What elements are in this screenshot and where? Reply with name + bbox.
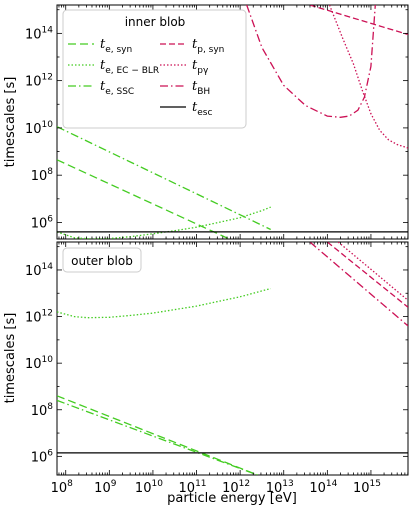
- y-tick-label: 1014: [25, 262, 53, 279]
- y-tick-label: 1012: [25, 73, 53, 90]
- bottom-panel-curves: [57, 242, 408, 475]
- x-tick-label: 1011: [179, 479, 207, 496]
- legend-label: te, syn: [100, 37, 132, 55]
- y-tick-label: 108: [31, 402, 54, 419]
- legend-label: te, EC − BLR: [100, 58, 159, 76]
- x-axis-label: particle energy [eV]: [167, 491, 297, 506]
- series-t-bh: [246, 5, 376, 118]
- y-tick-label: 1010: [25, 355, 53, 372]
- legend-inner-blob: inner blob te, syn te, EC − BLR te, SSC tp,…: [62, 9, 247, 129]
- legend-label: tesc: [192, 100, 212, 118]
- y-tick-label: 108: [31, 167, 54, 184]
- series-t-e-ec-blr: [57, 287, 271, 319]
- x-tick-label: 1013: [266, 479, 294, 496]
- series-t-p-: [337, 242, 408, 301]
- y-axis-label: timescales [s]: [3, 77, 18, 168]
- x-tick-label: 1012: [222, 479, 250, 496]
- y-tick-label: 106: [31, 448, 54, 465]
- top-panel-curves: [57, 5, 408, 239]
- legend-outer-blob: outer blob: [62, 247, 142, 273]
- x-tick-label: 109: [94, 479, 117, 496]
- x-tick-label: 1014: [309, 479, 337, 496]
- series-t-p-syn: [309, 5, 408, 36]
- y-tick-label: 106: [31, 214, 54, 231]
- y-axis-label: timescales [s]: [3, 313, 18, 404]
- series-t-p-syn: [326, 242, 408, 308]
- series-t-e-ssc: [57, 399, 258, 475]
- series-t-bh: [309, 242, 408, 327]
- y-tick-label: 1014: [25, 25, 53, 42]
- legend-title: inner blob: [125, 15, 186, 29]
- legend-label: tpγ: [192, 58, 209, 76]
- y-tick-label: 1010: [25, 120, 53, 137]
- x-tick-label: 1015: [353, 479, 381, 496]
- legend-label: te, SSC: [100, 79, 134, 97]
- series-t-e-ssc: [57, 126, 271, 231]
- legend-box: [62, 247, 142, 273]
- x-tick-label: 108: [51, 479, 74, 496]
- x-tick-label: 1010: [135, 479, 163, 496]
- legend-label: tBH: [192, 79, 210, 97]
- series-t-e-ec-blr: [57, 206, 271, 239]
- series-t-p-: [328, 5, 408, 149]
- legend-title: outer blob: [71, 254, 133, 268]
- series-t-e-syn: [57, 159, 230, 239]
- y-tick-label: 1012: [25, 309, 53, 326]
- legend-entries: te, syn te, EC − BLR te, SSC tp, syn tpγ tBH t…: [68, 37, 224, 118]
- legend-box: [62, 9, 247, 129]
- axes-layer: 106 108 1010 1012 1014 108 109 1010 1011 1012 1013…: [25, 5, 409, 496]
- bottom-panel-frame: [56, 241, 409, 476]
- top-panel-frame: [56, 4, 409, 240]
- legend-label: tp, syn: [192, 37, 224, 55]
